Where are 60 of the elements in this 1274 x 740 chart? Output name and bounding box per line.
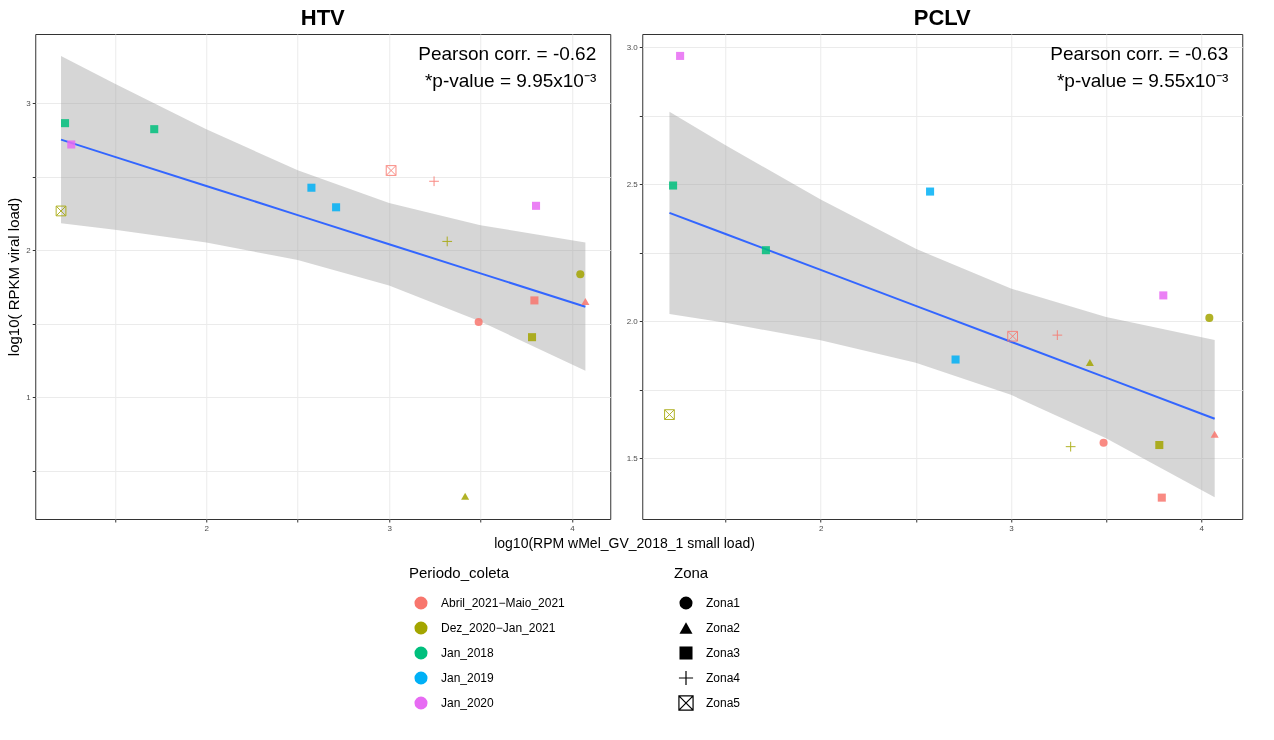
point bbox=[1210, 430, 1219, 438]
annotation: Pearson corr. = -0.63 bbox=[1050, 43, 1229, 64]
point bbox=[474, 318, 483, 327]
point bbox=[532, 201, 541, 210]
chart-title: PCLV bbox=[913, 5, 972, 30]
point bbox=[1159, 291, 1168, 300]
point bbox=[55, 205, 67, 217]
point bbox=[951, 355, 960, 364]
legend-label: Abril_2021−Maio_2021 bbox=[441, 596, 566, 610]
text: Zona bbox=[674, 564, 709, 581]
legend-label: Jan_2018 bbox=[441, 646, 495, 660]
x-tick-label: 4 bbox=[570, 523, 576, 533]
y-tick-label: 2.5 bbox=[626, 179, 639, 189]
legend-label: Jan_2019 bbox=[441, 671, 495, 685]
legend-label: Dez_2020−Jan_2021 bbox=[441, 621, 556, 635]
point bbox=[581, 298, 590, 306]
point bbox=[61, 119, 70, 128]
point bbox=[1157, 493, 1166, 502]
x-tick-label: 4 bbox=[1199, 523, 1205, 533]
point bbox=[332, 203, 341, 212]
y-tick-label: 1.5 bbox=[626, 453, 639, 463]
legend-label: Zona1 bbox=[706, 596, 741, 610]
point bbox=[1085, 359, 1094, 367]
legend-label: Zona4 bbox=[706, 671, 741, 685]
point bbox=[576, 270, 585, 279]
point bbox=[761, 246, 770, 255]
annotation: *p-value = 9.55x10⁻³ bbox=[1056, 70, 1229, 91]
y-tick-label: 2.0 bbox=[626, 316, 639, 326]
point bbox=[664, 409, 675, 420]
point bbox=[307, 183, 316, 192]
point bbox=[150, 125, 159, 134]
y-tick-label: 2 bbox=[26, 245, 32, 255]
line-series bbox=[668, 211, 1216, 420]
annotation: *p-value = 9.95x10⁻³ bbox=[424, 70, 597, 91]
y-tick-label: 3 bbox=[26, 98, 32, 108]
legend-label: Zona3 bbox=[706, 646, 741, 660]
legend-label: Jan_2020 bbox=[441, 696, 495, 710]
point bbox=[67, 140, 76, 149]
text: Periodo_coleta bbox=[409, 564, 510, 581]
x-axis-title: log10(RPM wMel_GV_2018_1 small load) bbox=[494, 534, 755, 551]
point bbox=[461, 492, 470, 500]
x-tick-label: 2 bbox=[204, 523, 210, 533]
y-tick-label: 1 bbox=[26, 392, 32, 402]
point bbox=[527, 333, 537, 342]
annotation: Pearson corr. = -0.62 bbox=[418, 43, 597, 64]
point bbox=[1205, 313, 1214, 322]
legend-label: Zona2 bbox=[706, 621, 741, 635]
y-axis-title: log10( RPKM viral load) bbox=[5, 197, 23, 357]
point bbox=[669, 181, 678, 190]
point bbox=[676, 51, 685, 60]
point bbox=[1155, 440, 1164, 450]
chart-title: HTV bbox=[300, 5, 346, 30]
legend-label: Zona5 bbox=[706, 696, 741, 710]
x-tick-label: 3 bbox=[1009, 523, 1015, 533]
point bbox=[530, 296, 539, 305]
point bbox=[1099, 438, 1108, 447]
x-tick-label: 3 bbox=[387, 523, 393, 533]
x-tick-label: 2 bbox=[818, 523, 824, 533]
point bbox=[926, 187, 935, 196]
y-tick-label: 3.0 bbox=[626, 42, 639, 52]
